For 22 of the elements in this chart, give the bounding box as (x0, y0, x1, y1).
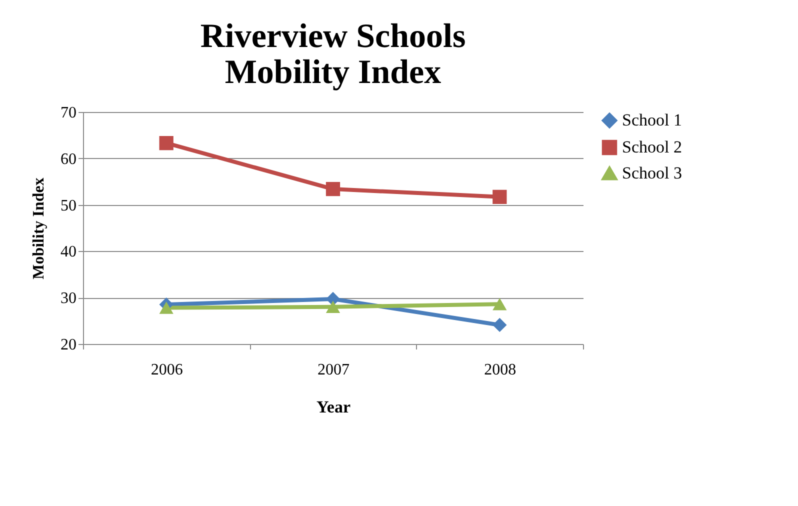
y-tick-label: 50 (60, 197, 76, 214)
y-tick-label: 40 (60, 244, 76, 261)
y-tick-label: 30 (60, 290, 76, 308)
y-tick-label: 20 (60, 336, 76, 354)
point (492, 318, 507, 332)
legend-label: School 3 (622, 164, 682, 182)
x-tick-label: 2006 (150, 362, 183, 378)
y-tick-label: 70 (60, 104, 76, 122)
x-tick-label: 2007 (318, 362, 350, 378)
x-axis-title: Year (316, 398, 351, 416)
legend-label: School 2 (622, 138, 682, 156)
y-axis-title: Mobility Index (30, 178, 48, 280)
x-tick-label: 2008 (484, 362, 516, 378)
point (326, 300, 340, 314)
point (492, 190, 507, 204)
point (159, 302, 174, 314)
legend-label: School 1 (622, 110, 682, 130)
chart-title: Riverview Schools Mobility Index (200, 18, 466, 91)
point (159, 136, 174, 150)
point (492, 298, 507, 310)
point (326, 182, 340, 196)
y-tick-label: 60 (60, 150, 76, 168)
